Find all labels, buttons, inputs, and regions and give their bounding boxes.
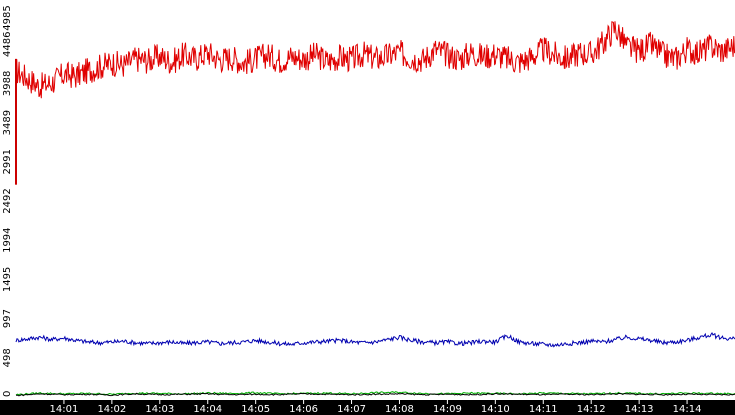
y-tick-label: 1994	[2, 227, 13, 252]
series-line	[15, 21, 735, 99]
x-tick-label: 14:13	[625, 404, 654, 415]
x-axis-bar	[0, 400, 735, 415]
y-tick-label: 2991	[2, 149, 13, 174]
x-tick-label: 14:12	[577, 404, 606, 415]
x-tick-label: 14:07	[337, 404, 366, 415]
y-axis-area	[0, 0, 16, 400]
x-tick-label: 14:02	[97, 404, 126, 415]
x-tick-label: 14:09	[433, 404, 462, 415]
series-layer	[15, 21, 735, 397]
series-line	[15, 332, 735, 348]
y-tick-label: 1495	[2, 267, 13, 292]
x-tick-label: 14:10	[481, 404, 510, 415]
x-tick-label: 14:08	[385, 404, 414, 415]
y-tick-label: 0	[2, 391, 13, 397]
x-tick-label: 14:06	[289, 404, 318, 415]
x-tick-label: 14:04	[193, 404, 222, 415]
x-tick-label: 14:11	[529, 404, 558, 415]
y-axis-ticks: 0 498 997 1495 1994 2492 2991 3489 3988 4486 4985	[2, 5, 17, 397]
y-tick-label: 3988	[2, 71, 13, 96]
x-axis-ticks: 14:01 14:02 14:03 14:04 14:05 14:06 14:07 14:08…	[50, 400, 702, 415]
y-tick-label: 3489	[2, 110, 13, 135]
x-tick-label: 14:14	[673, 404, 702, 415]
x-tick-label: 14:01	[50, 404, 79, 415]
x-tick-label: 14:05	[241, 404, 270, 415]
y-tick-label: 498	[2, 348, 13, 367]
y-tick-label: 2492	[2, 188, 13, 213]
series-line	[15, 392, 735, 397]
y-tick-label: 997	[2, 309, 13, 328]
y-tick-label: 4486	[2, 32, 13, 57]
y-tick-label: 4985	[2, 5, 13, 30]
x-tick-label: 14:03	[145, 404, 174, 415]
